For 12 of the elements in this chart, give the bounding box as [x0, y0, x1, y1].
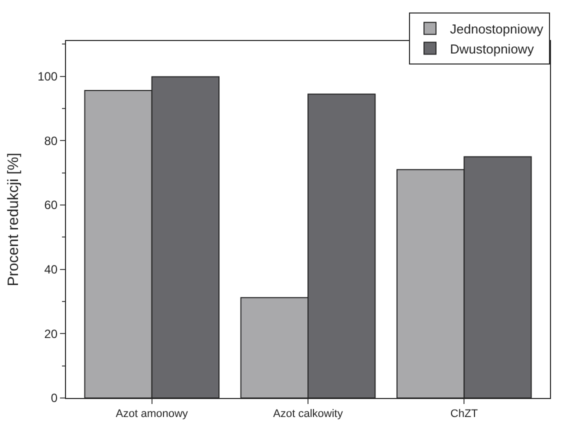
y-tick-label: 100: [38, 70, 58, 84]
y-tick-label: 0: [50, 391, 58, 406]
legend-label: Dwustopniowy: [450, 41, 534, 56]
x-tick-label: ChZT: [450, 408, 478, 420]
y-axis-title: Procent redukcji [%]: [4, 152, 22, 286]
y-tick-label: 20: [44, 326, 58, 341]
legend-label: Jednostopniowy: [450, 21, 544, 36]
x-tick-label: Azot amonowy: [116, 408, 188, 420]
x-tick-label: Azot calkowity: [273, 408, 344, 420]
y-tick-label: 40: [44, 262, 58, 277]
y-tick-label: 80: [44, 134, 58, 148]
y-tick-label: 60: [44, 198, 58, 212]
